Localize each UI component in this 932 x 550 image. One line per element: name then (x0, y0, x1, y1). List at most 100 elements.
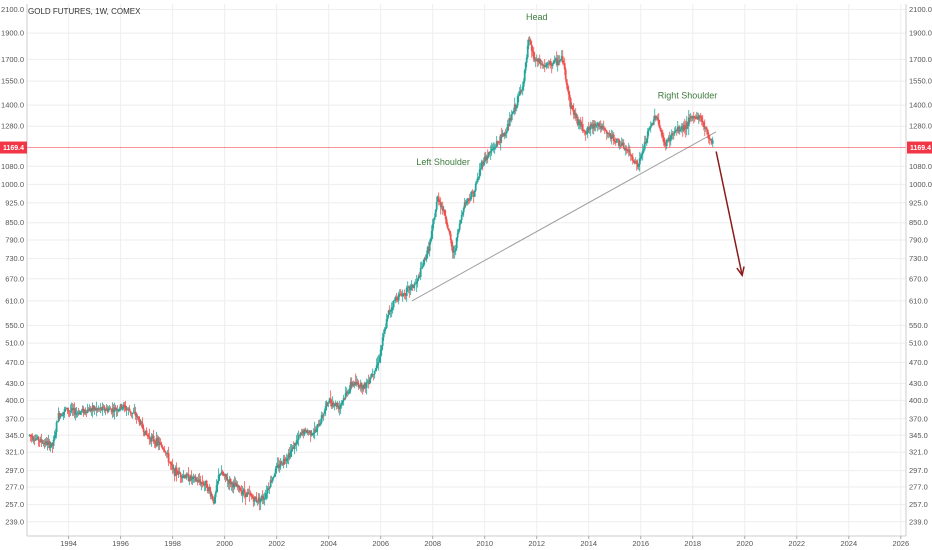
candle-body (254, 496, 257, 500)
candle-body (545, 63, 548, 66)
candle-body (194, 476, 197, 481)
candle-body (128, 408, 131, 412)
candle-body (125, 409, 128, 411)
candle-body (521, 86, 524, 90)
candle-body (44, 441, 47, 445)
candle-body (372, 374, 375, 375)
candle-body (492, 147, 495, 150)
candle-body (307, 431, 310, 433)
candle-body (144, 430, 147, 436)
candle-body (42, 442, 45, 444)
candle-body (288, 453, 291, 457)
candle-body (702, 122, 705, 127)
candle-body (375, 365, 378, 369)
candle-body (432, 219, 435, 225)
candle-body (92, 405, 95, 411)
chart-title: GOLD FUTURES, 1W, COMEX (28, 7, 141, 16)
candle-body (609, 136, 612, 139)
candle-body (246, 492, 249, 494)
candle-body (163, 449, 166, 452)
candle-body (347, 391, 350, 394)
candle-body (637, 164, 640, 167)
candle-body (703, 126, 706, 129)
candle-body (111, 408, 114, 413)
candle-body (458, 223, 461, 230)
candle-body (604, 129, 607, 131)
candle-body (209, 490, 212, 497)
candle-body (688, 117, 691, 119)
candle-body (197, 479, 200, 482)
candle-body (569, 98, 572, 109)
candle-body (309, 430, 312, 436)
candle-body (233, 482, 236, 484)
candle-body (341, 400, 344, 403)
candle-body (700, 117, 703, 122)
candle-body (335, 402, 338, 407)
candle-body (183, 475, 186, 478)
pattern-annotation: Head (526, 12, 548, 22)
candle-body (486, 155, 489, 158)
candle-body (171, 465, 174, 469)
y-tick-label-right: 470.0 (909, 358, 928, 367)
candle-body (598, 125, 601, 127)
candle-body (146, 434, 149, 437)
candle-body (300, 432, 303, 434)
candle-body (172, 468, 175, 470)
candle-body (157, 441, 160, 446)
candle-body (611, 134, 614, 136)
candle-body (135, 415, 138, 418)
candle-body (512, 110, 515, 113)
candle-body (502, 133, 505, 136)
candle-body (461, 212, 464, 215)
candle-body (72, 408, 75, 411)
candle-body (417, 275, 420, 279)
candle-body (546, 63, 549, 65)
candle-body (274, 468, 277, 475)
candle-body (622, 142, 625, 149)
candle-body (649, 125, 652, 128)
candle-body (585, 132, 588, 135)
candle-body (283, 458, 286, 461)
candle-body (96, 408, 99, 410)
candle-body (567, 90, 570, 95)
candle-body (86, 409, 89, 413)
candle-body (346, 391, 349, 394)
y-tick-label-right: 1000.0 (909, 180, 932, 189)
candle-body (710, 139, 713, 144)
candle-body (110, 409, 113, 413)
candle-body (46, 442, 49, 445)
candle-body (40, 439, 43, 443)
candle-body (599, 125, 602, 129)
candle-body (156, 438, 159, 442)
candle-body (107, 409, 110, 412)
candle-body (391, 307, 394, 308)
candle-body (623, 148, 626, 151)
candle-body (476, 177, 479, 183)
candle-body (433, 216, 436, 220)
candle-body (541, 63, 544, 66)
candle-body (491, 149, 494, 150)
candle-body (614, 141, 617, 143)
candle-body (589, 124, 592, 130)
candle-body (565, 79, 568, 85)
candle-body (204, 480, 207, 485)
trend-layer (27, 131, 906, 302)
y-tick-label-left: 370.0 (5, 414, 24, 423)
candle-body (509, 118, 512, 121)
candle-body (400, 295, 403, 297)
candle-body (669, 135, 672, 142)
candle-body (82, 408, 85, 414)
candle-body (28, 434, 31, 436)
candle-body (406, 287, 409, 288)
candle-body (151, 435, 154, 437)
candle-body (429, 238, 432, 243)
candle-body (212, 499, 215, 504)
candle-body (30, 435, 33, 437)
candle-body (426, 247, 429, 255)
candle-body (105, 408, 108, 411)
candle-body (193, 476, 196, 478)
candle-body (472, 192, 475, 197)
candle-body (455, 237, 458, 249)
candle-body (510, 114, 513, 121)
